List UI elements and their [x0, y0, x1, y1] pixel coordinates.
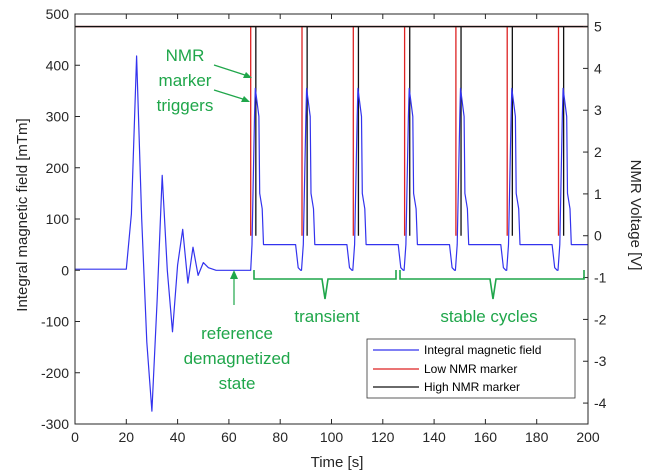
annotation-reference-line-2: demagnetized [184, 349, 291, 368]
annotation-reference: reference demagnetized state [184, 270, 291, 393]
y-right-tick-label-6: 2 [594, 144, 602, 160]
legend: Integral magnetic field Low NMR marker H… [366, 338, 576, 399]
y-left-tick-label-5: 200 [46, 160, 70, 176]
annotation-nmr-line-1: NMR [166, 46, 205, 65]
annotation-arrow-1 [213, 64, 249, 77]
annotation-nmr-line-3: triggers [157, 96, 214, 115]
annotation-arrowhead-2 [241, 96, 250, 102]
x-tick-label-0: 0 [71, 429, 79, 445]
x-tick-label-6: 120 [371, 429, 395, 445]
legend-label-low: Low NMR marker [424, 362, 517, 376]
x-tick-label-10: 200 [576, 429, 600, 445]
annotation-stable-cycles: stable cycles [440, 307, 537, 326]
x-tick-label-3: 60 [221, 429, 237, 445]
annotation-nmr-triggers: NMR marker triggers [157, 46, 252, 115]
y-left-tick-label-6: 300 [46, 109, 70, 125]
y-left-tick-label-8: 500 [46, 6, 70, 22]
y-left-tick-label-2: -100 [41, 314, 69, 330]
y-right-tick-label-2: -2 [594, 311, 607, 327]
integral-magnetic-field-line [75, 55, 588, 412]
brace-transient [253, 270, 397, 300]
y-left-tick-label-4: 100 [46, 211, 70, 227]
y-right-tick-label-1: -3 [594, 353, 607, 369]
y-axis-right-label: NMR Voltage [V] [627, 160, 644, 271]
annotation-reference-line-3: state [219, 374, 256, 393]
y-left-tick-label-7: 400 [46, 57, 70, 73]
annotation-arrow-2 [213, 89, 247, 101]
brace-stable [399, 270, 585, 300]
x-tick-label-4: 80 [272, 429, 288, 445]
x-tick-label-7: 140 [422, 429, 446, 445]
y-left-tick-label-3: 0 [61, 262, 69, 278]
x-tick-label-9: 180 [525, 429, 549, 445]
y-right-tick-label-9: 5 [594, 19, 602, 35]
y-right-tick-label-5: 1 [594, 186, 602, 202]
x-tick-label-2: 40 [170, 429, 186, 445]
y-left-tick-label-1: -200 [41, 365, 69, 381]
y-right-tick-label-8: 4 [594, 60, 602, 76]
y-right-tick-label-0: -4 [594, 395, 607, 411]
x-tick-label-1: 20 [119, 429, 135, 445]
legend-label-high: High NMR marker [424, 380, 520, 394]
x-tick-label-8: 160 [474, 429, 498, 445]
x-axis-label: Time [s] [311, 454, 364, 471]
annotation-arrowhead-1 [243, 72, 252, 78]
y-right-tick-label-3: -1 [594, 270, 607, 286]
y-left-tick-label-0: -300 [41, 416, 69, 432]
annotation-transient: transient [294, 307, 359, 326]
legend-label-integral: Integral magnetic field [424, 343, 541, 357]
annotation-arrowhead-reference [230, 270, 238, 279]
annotation-nmr-line-2: marker [159, 71, 212, 90]
y-right-tick-label-7: 3 [594, 102, 602, 118]
annotation-braces [253, 270, 585, 300]
y-axis-left-label: Integral magnetic field [mTm] [14, 118, 31, 311]
plot-area: 0 20 40 60 80 100 120 140 160 180 200-300-200-1000… [41, 6, 607, 445]
y-right-tick-label-4: 0 [594, 228, 602, 244]
annotation-reference-line-1: reference [201, 324, 273, 343]
x-tick-label-5: 100 [320, 429, 344, 445]
